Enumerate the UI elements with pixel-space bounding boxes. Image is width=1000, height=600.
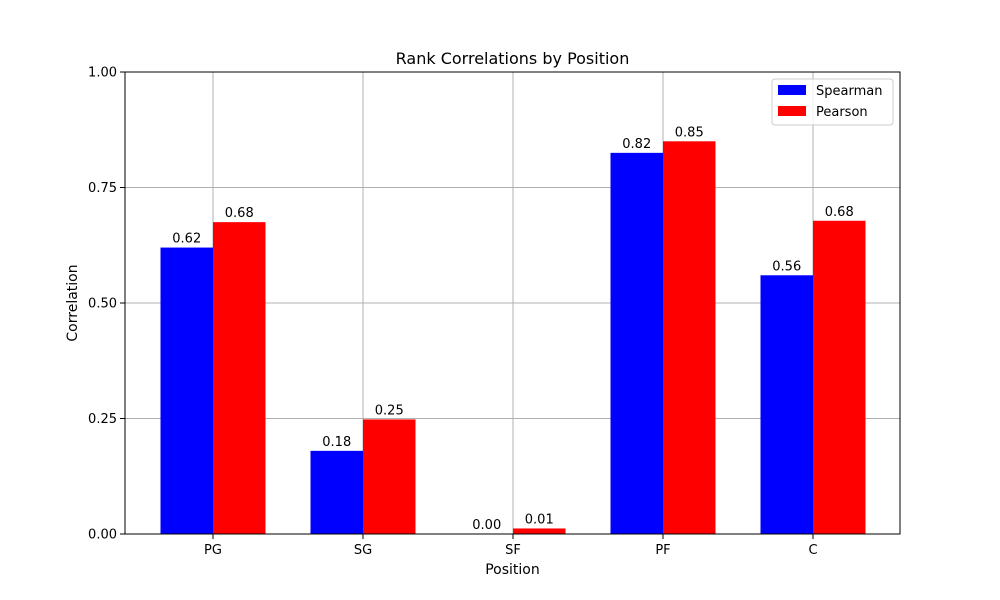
bar-pearson-sf [513,528,566,534]
y-tick-label: 0.50 [88,297,117,312]
data-label-pearson-pf: 0.85 [675,125,704,140]
bar-pearson-pg [213,222,266,534]
y-tick-label: 0.25 [88,412,117,427]
bars-layer [160,141,866,535]
y-axis-label: Correlation [65,264,81,341]
x-tick-label: C [808,543,817,558]
legend-swatch-spearman [778,85,806,95]
data-label-pearson-sg: 0.25 [375,403,404,418]
bar-pearson-sg [363,419,416,534]
bar-spearman-sg [310,450,363,534]
chart-title: Rank Correlations by Position [396,49,630,68]
x-tick-label: SG [354,543,372,558]
data-label-spearman-pg: 0.62 [172,232,201,247]
bar-pearson-c [813,220,866,535]
data-label-spearman-c: 0.56 [772,259,801,274]
bar-spearman-c [760,275,813,534]
data-label-pearson-pg: 0.68 [225,206,254,221]
y-tick-label: 0.75 [88,181,117,196]
legend-label-spearman: Spearman [816,84,882,99]
bar-pearson-pf [663,141,716,535]
data-label-spearman-sf: 0.00 [472,518,501,533]
data-label-pearson-c: 0.68 [825,205,854,220]
data-labels-layer: 0.62 0.68 0.18 0.25 0.00 0.01 0.82 0.85 0.56 0.68 [172,125,853,533]
y-tick-label: 1.00 [88,66,117,81]
y-tick-label: 0.00 [88,528,117,543]
x-tick-label: PF [655,543,670,558]
x-tick-label: SF [505,543,521,558]
bar-spearman-pg [160,247,213,534]
data-label-pearson-sf: 0.01 [525,512,554,527]
x-axis-label: Position [485,562,540,578]
ticks-layer: 0.00 0.25 0.50 0.75 1.00 PG SG SF PF C [88,66,817,559]
data-label-spearman-pf: 0.82 [622,137,651,152]
legend: Spearman Pearson [771,78,894,126]
bar-spearman-pf [610,152,663,534]
legend-swatch-pearson [778,106,806,116]
legend-label-pearson: Pearson [816,105,868,120]
data-label-spearman-sg: 0.18 [322,435,351,450]
x-tick-label: PG [204,543,222,558]
